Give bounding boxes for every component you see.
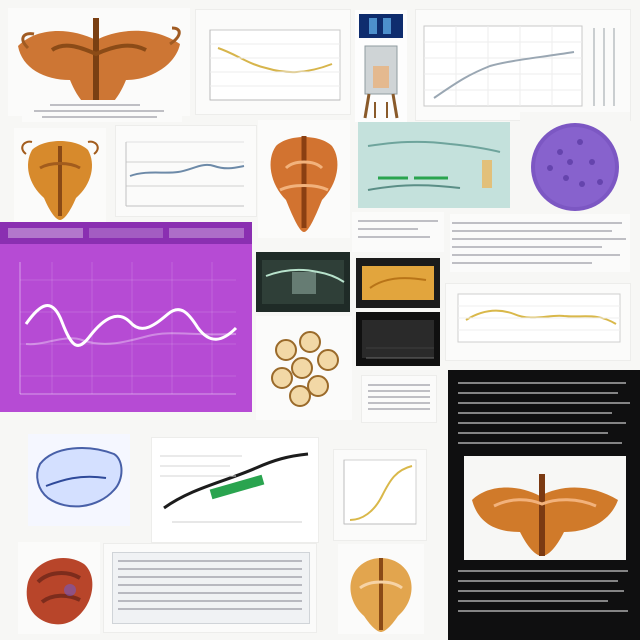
micrograph-image-green	[256, 252, 350, 312]
micrograph-image-dark	[356, 312, 440, 366]
anatomy-illustration-dark-panel	[464, 456, 626, 560]
anatomy-illustration-top-left	[8, 8, 190, 116]
anatomy-illustration-bottom-center-right	[338, 544, 424, 634]
anatomy-illustration-bottom-left	[18, 542, 100, 634]
text-block-dark-panel	[448, 370, 640, 640]
micrograph-image-bottom-left	[28, 434, 130, 526]
text-block-top-left-caption	[22, 100, 182, 122]
chart-thumbnail-bottom-right	[334, 450, 426, 540]
text-block-center-caption	[352, 212, 444, 252]
micrograph-image-amber	[356, 258, 440, 308]
text-block-table-small	[362, 376, 436, 422]
chart-thumbnail-right-mid	[446, 284, 630, 360]
text-block-table-bottom	[104, 544, 316, 632]
chart-thumbnail-left-mid	[116, 126, 256, 216]
chart-thumbnail-top-center	[196, 10, 350, 114]
anatomy-illustration-left-mid	[14, 128, 106, 224]
text-block-right-mid	[450, 214, 630, 272]
chart-thumbnail-top-right	[416, 10, 630, 120]
micrograph-image-purple-cell	[520, 112, 630, 222]
diagram-schematic-bottom-center	[152, 438, 318, 542]
micrograph-image-cell-network	[256, 316, 352, 420]
chart-thumbnail-magenta-large	[0, 222, 252, 412]
micrograph-image-teal	[358, 122, 510, 208]
device-photo-top	[355, 10, 407, 122]
anatomy-illustration-center	[258, 120, 350, 238]
